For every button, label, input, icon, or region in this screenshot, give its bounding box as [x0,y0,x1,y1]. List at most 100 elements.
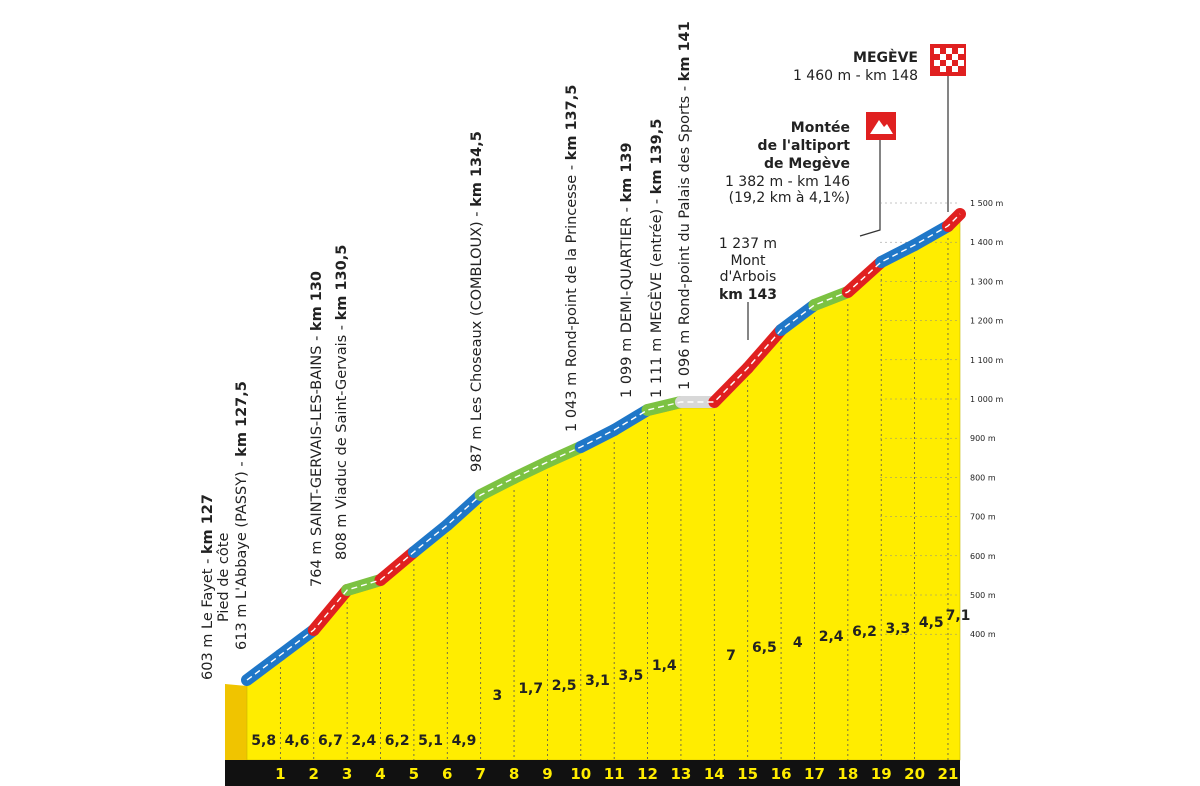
landmark-text: 808 m Viaduc de Saint-Gervais - [334,320,350,560]
km-label: 13 [671,765,692,783]
gradient-label: 3,5 [618,668,643,684]
landmark-km: km 130,5 [334,245,350,321]
landmark-text: 1 111 m MEGÈVE (entrée) - [648,194,665,398]
gradient-label: 3,1 [585,673,610,689]
gradient-label: 3,3 [886,621,911,637]
km-label: 8 [509,765,519,783]
gradient-label: 6,2 [385,733,410,749]
landmark-km: km 139 [619,142,635,202]
km-label: 12 [637,765,658,783]
landmark-label: 603 m Le Fayet - km 127 [200,494,216,680]
gradient-label: 5,1 [418,733,443,749]
km-label: 17 [804,765,825,783]
elevation-label: 1 300 m [970,277,1003,286]
km-label: 10 [570,765,591,783]
gradient-label: 5,8 [251,733,276,749]
km-label: 2 [309,765,319,783]
km-label: 20 [904,765,925,783]
landmark-km: km 127,5 [234,381,250,457]
landmark-text: 1 099 m DEMI-QUARTIER - [619,202,635,398]
landmark-text: 603 m Le Fayet - [200,554,216,680]
finish-flag [930,44,966,76]
elevation-label: 600 m [970,552,996,561]
elevation-label: 800 m [970,473,996,482]
landmark-km: km 130 [309,271,325,331]
elevation-label: 1 100 m [970,356,1003,365]
km-label: 1 [275,765,285,783]
elevation-label: 400 m [970,630,996,639]
summit-name: de l'altiport [758,138,851,154]
elevation-label: 500 m [970,591,996,600]
finish-detail: 1 460 m - km 148 [793,68,918,84]
landmark-km: km 134,5 [469,131,485,207]
km-label: 14 [704,765,725,783]
summit-flag [866,112,896,140]
finish-name: MEGÈVE [853,49,918,66]
gradient-label: 6,2 [852,624,877,640]
gradient-label: 4,9 [452,733,477,749]
point-label: 1 237 m [719,236,777,252]
km-label: 18 [837,765,858,783]
flag-pole [859,138,881,237]
gradient-label: 4,6 [285,733,310,749]
elevation-label: 700 m [970,513,996,522]
point-label: Mont [730,253,766,269]
km-label: 9 [542,765,552,783]
landmark-label: 1 096 m Rond-point du Palais des Sports … [677,21,693,390]
km-label: 11 [604,765,625,783]
gradient-label: 6,7 [318,733,343,749]
landmark-label: 987 m Les Choseaux (COMBLOUX) - km 134,5 [469,131,485,472]
km-label: 6 [442,765,452,783]
gradient-label: 2,4 [351,733,376,749]
elevation-label: 1 400 m [970,238,1003,247]
km-label: 15 [737,765,758,783]
km-label: 4 [375,765,385,783]
gradient-label: 4 [793,635,803,651]
landmark-text: 764 m SAINT-GERVAIS-LES-BAINS - [309,331,325,587]
landmark-text: 987 m Les Choseaux (COMBLOUX) - [469,207,485,472]
ribbon-centerline [246,213,961,681]
gradient-label: 1,4 [652,658,677,674]
gradient-label: 2,5 [552,678,577,694]
km-band [225,760,960,786]
landmark-label: 808 m Viaduc de Saint-Gervais - km 130,5 [334,245,350,560]
gradient-label: 2,4 [819,629,844,645]
summit-name: de Megève [764,156,850,172]
km-label: 16 [771,765,792,783]
landmark-km: km 141 [677,21,693,81]
landmark-text: 1 043 m Rond-point de la Princesse - [564,160,580,432]
gradient-label: 3 [492,688,502,704]
elevation-label: 1 200 m [970,317,1003,326]
point-km: km 143 [719,287,777,303]
landmark-label: 1 111 m MEGÈVE (entrée) - km 139,5 [648,119,665,398]
landmark-label: 1 043 m Rond-point de la Princesse - km … [564,85,580,432]
elevation-label: 900 m [970,434,996,443]
elevation-label: 1 500 m [970,199,1003,208]
gradient-label: 4,5 [919,615,944,631]
landmark-label: 1 099 m DEMI-QUARTIER - km 139 [619,142,635,398]
km-label: 7 [475,765,485,783]
landmark-km: km 139,5 [649,119,665,195]
gradient-label: 7 [726,648,736,664]
km-label: 21 [938,765,959,783]
summit-detail: 1 382 m - km 146 [725,174,850,190]
km-label: 5 [409,765,419,783]
summit-detail: (19,2 km à 4,1%) [729,190,850,206]
gradient-label: 7,1 [946,608,971,624]
summit-name: Montée [791,120,850,136]
km-label: 19 [871,765,892,783]
landmark-label: Pied de côte [216,533,232,622]
landmark-km: km 137,5 [564,85,580,161]
gradient-label: 6,5 [752,640,777,656]
point-label: d'Arbois [720,269,777,285]
landmark-text: 1 096 m Rond-point du Palais des Sports … [677,81,693,390]
elevation-label: 1 000 m [970,395,1003,404]
landmark-text: 613 m L'Abbaye (PASSY) - [234,457,250,650]
gradient-label: 1,7 [518,681,543,697]
km-label: 3 [342,765,352,783]
profile-face [225,684,247,760]
landmark-km: km 127 [200,494,216,554]
landmark-label: 764 m SAINT-GERVAIS-LES-BAINS - km 130 [309,271,325,587]
landmark-label: 613 m L'Abbaye (PASSY) - km 127,5 [234,381,250,650]
